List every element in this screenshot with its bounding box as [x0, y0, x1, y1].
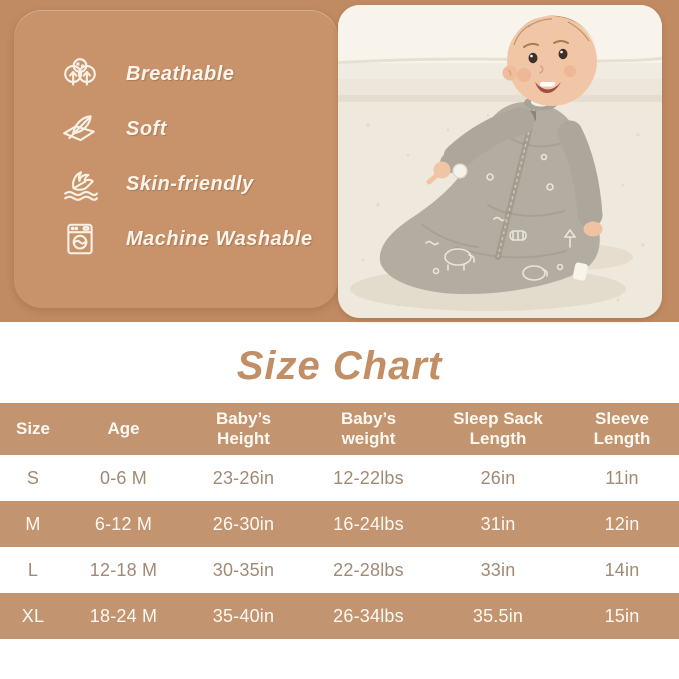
feature-label: Skin-friendly [126, 172, 254, 195]
cell-height: 23-26in [181, 455, 306, 501]
size-chart-table: Size Age Baby’s Height Baby’s weight Sle… [0, 403, 679, 639]
cell-size: XL [0, 593, 66, 639]
cell-weight: 16-24lbs [306, 501, 431, 547]
cell-sleeve-length: 11in [565, 455, 679, 501]
table-header-row: Size Age Baby’s Height Baby’s weight Sle… [0, 403, 679, 455]
table-row-s: S 0-6 M 23-26in 12-22lbs 26in 11in [0, 455, 679, 501]
cell-weight: 12-22lbs [306, 455, 431, 501]
header-label: Size [15, 418, 51, 438]
cell-sleeve-length: 12in [565, 501, 679, 547]
feature-label: Breathable [126, 62, 235, 85]
table-row-m: M 6-12 M 26-30in 16-24lbs 31in 12in [0, 501, 679, 547]
cell-height: 30-35in [181, 547, 306, 593]
cell-sleeve-length: 15in [565, 593, 679, 639]
header-label: Sleeve Length [593, 408, 651, 448]
cell-sack-length: 31in [431, 501, 565, 547]
cell-age: 18-24 M [66, 593, 181, 639]
feature-machine-washable: Machine Washable [60, 219, 338, 259]
column-header-age: Age [66, 403, 181, 455]
features-list: Breathable Soft [14, 10, 338, 259]
hero-section: Breathable Soft [0, 0, 679, 322]
table-row-l: L 12-18 M 30-35in 22-28lbs 33in 14in [0, 547, 679, 593]
feather-soft-icon [60, 109, 100, 149]
cell-size: M [0, 501, 66, 547]
feature-label: Soft [126, 117, 167, 140]
breathable-icon [60, 54, 100, 94]
column-header-size: Size [0, 403, 66, 455]
column-header-baby-height: Baby’s Height [181, 403, 306, 455]
column-header-baby-weight: Baby’s weight [306, 403, 431, 455]
skin-friendly-icon [60, 164, 100, 204]
size-chart-title: Size Chart [236, 344, 443, 388]
cell-sack-length: 26in [431, 455, 565, 501]
cell-age: 6-12 M [66, 501, 181, 547]
cell-weight: 22-28lbs [306, 547, 431, 593]
header-label: Baby’s weight [340, 408, 397, 448]
cell-height: 26-30in [181, 501, 306, 547]
cell-age: 12-18 M [66, 547, 181, 593]
cell-sack-length: 35.5in [431, 593, 565, 639]
cell-height: 35-40in [181, 593, 306, 639]
cell-sack-length: 33in [431, 547, 565, 593]
cell-weight: 26-34lbs [306, 593, 431, 639]
header-label: Age [107, 418, 140, 438]
baby-photo-illustration [338, 5, 662, 318]
cell-size: S [0, 455, 66, 501]
cell-sleeve-length: 14in [565, 547, 679, 593]
header-label: Sleep Sack Length [453, 408, 543, 448]
feature-skin-friendly: Skin-friendly [60, 164, 338, 204]
feature-breathable: Breathable [60, 54, 338, 94]
header-label: Baby’s Height [215, 408, 272, 448]
column-header-sack-length: Sleep Sack Length [431, 403, 565, 455]
size-chart-section: Size Chart Size Age Baby’s Height Baby’s… [0, 322, 679, 639]
cell-size: L [0, 547, 66, 593]
product-photo [338, 5, 662, 318]
feature-soft: Soft [60, 109, 338, 149]
washing-machine-icon [60, 219, 100, 259]
table-row-xl: XL 18-24 M 35-40in 26-34lbs 35.5in 15in [0, 593, 679, 639]
features-card: Breathable Soft [14, 10, 338, 308]
feature-label: Machine Washable [126, 227, 313, 250]
column-header-sleeve-length: Sleeve Length [565, 403, 679, 455]
cell-age: 0-6 M [66, 455, 181, 501]
